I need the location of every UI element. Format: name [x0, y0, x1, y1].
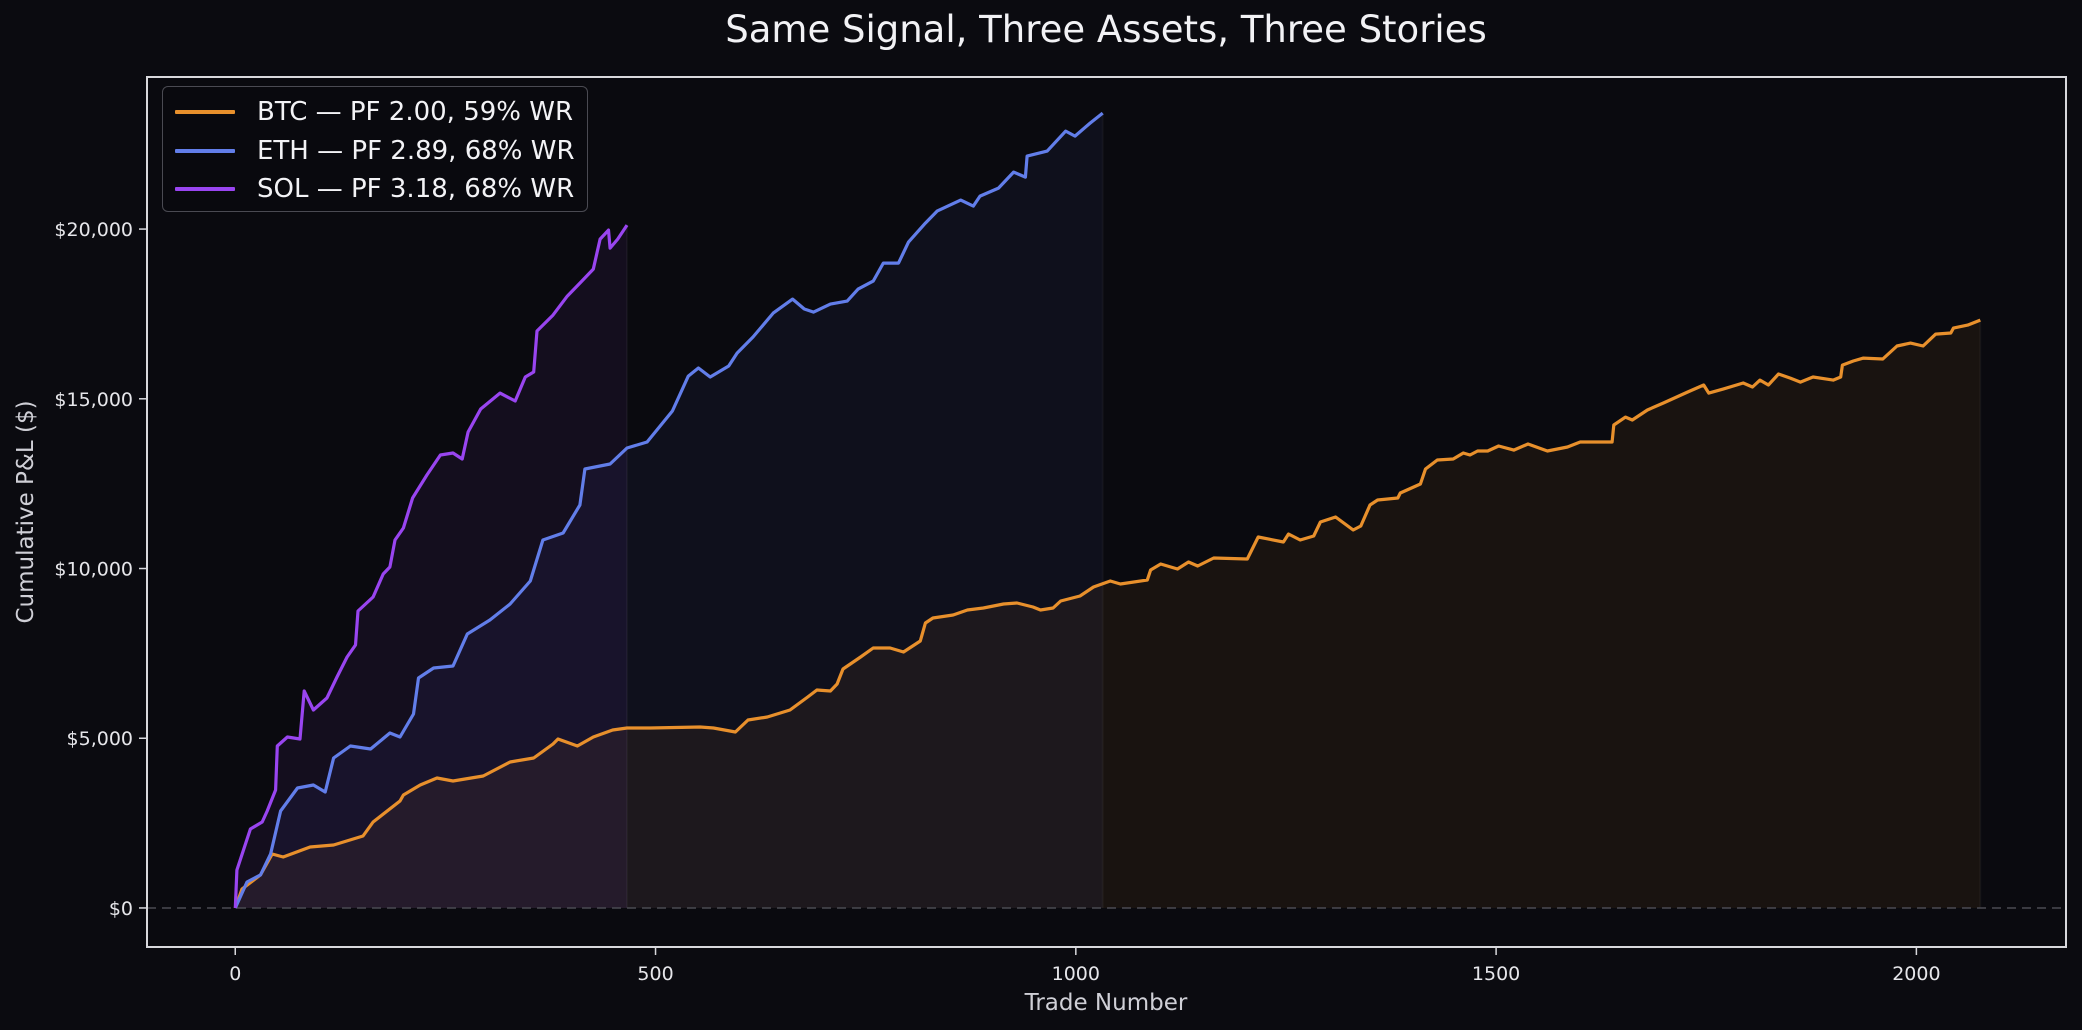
legend-swatch-btc: [175, 110, 235, 115]
sol-area-fill: [235, 225, 628, 909]
legend-item-btc: BTC — PF 2.00, 59% WR: [175, 93, 587, 132]
area-fills: [235, 113, 1982, 909]
y-tick-label: $15,000: [54, 389, 133, 411]
x-tick-label: 1000: [1052, 963, 1100, 985]
y-tick-label: $10,000: [54, 559, 133, 581]
x-axis-ticks: 0 500 1000 1500 2000: [229, 947, 1941, 985]
x-tick-label: 0: [229, 963, 241, 985]
legend-item-sol: SOL — PF 3.18, 68% WR: [175, 170, 587, 209]
x-tick-label: 1500: [1472, 963, 1520, 985]
x-tick-label: 2000: [1892, 963, 1940, 985]
legend-label-sol: SOL — PF 3.18, 68% WR: [257, 174, 575, 205]
y-tick-label: $20,000: [54, 219, 133, 241]
series-lines: [233, 111, 1981, 909]
y-axis-ticks: $0 $5,000 $10,000 $15,000 $20,000: [54, 219, 147, 920]
sol-line: [233, 224, 629, 909]
eth-line: [233, 111, 1104, 909]
btc-line: [233, 318, 1981, 909]
y-tick-label: $0: [109, 898, 133, 920]
x-axis-label: Trade Number: [1024, 990, 1188, 1016]
x-tick-label: 500: [637, 963, 673, 985]
plot-frame: [146, 76, 2067, 948]
legend-swatch-sol: [175, 187, 235, 192]
legend-label-btc: BTC — PF 2.00, 59% WR: [257, 97, 574, 128]
legend-item-eth: ETH — PF 2.89, 68% WR: [175, 132, 587, 171]
y-axis-label: Cumulative P&L ($): [13, 400, 39, 623]
chart-title: Same Signal, Three Assets, Three Stories: [725, 8, 1487, 51]
eth-area-fill: [235, 113, 1103, 909]
btc-area-fill: [235, 320, 1981, 909]
plot-area: [147, 77, 2066, 947]
legend-swatch-eth: [175, 148, 235, 153]
y-tick-label: $5,000: [67, 728, 133, 750]
chart-legend: BTC — PF 2.00, 59% WR ETH — PF 2.89, 68%…: [162, 86, 588, 212]
legend-label-eth: ETH — PF 2.89, 68% WR: [257, 135, 575, 166]
